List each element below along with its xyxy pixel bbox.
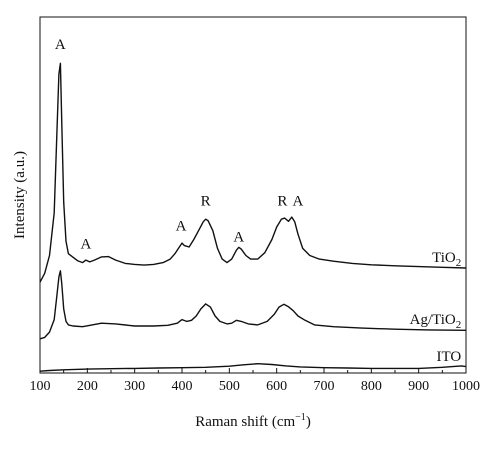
x-tick-label: 1000 — [452, 379, 480, 394]
peak-annotation: A — [176, 219, 187, 235]
x-tick-label: 200 — [77, 379, 98, 394]
peak-annotation: A — [233, 229, 244, 245]
x-tick-label: 500 — [219, 379, 240, 394]
x-axis-title: Raman shift (cm−1) — [195, 412, 311, 430]
series-label-2: ITO — [437, 349, 462, 365]
series-label-1: Ag/TiO2 — [410, 312, 462, 331]
x-axis-ticks: 100 200 300 400 500 600 700 800 900 1000 — [30, 368, 480, 394]
x-tick-label: 100 — [30, 379, 51, 394]
y-axis-title: Intensity (a.u.) — [12, 151, 28, 239]
series-label-0: TiO2 — [432, 250, 461, 269]
series-labels: TiO2 Ag/TiO2 ITO — [410, 250, 462, 365]
series-line-1 — [39, 270, 467, 340]
x-tick-label: 700 — [314, 379, 335, 394]
series-line-2 — [39, 363, 467, 372]
x-tick-label: 900 — [408, 379, 429, 394]
peak-annotation: R — [277, 194, 287, 210]
x-tick-label: 600 — [266, 379, 287, 394]
x-tick-label: 400 — [172, 379, 193, 394]
peak-annotation: A — [80, 236, 91, 252]
peak-annotation: R — [201, 194, 211, 210]
peak-annotation: A — [293, 194, 304, 210]
x-tick-label: 300 — [124, 379, 145, 394]
plot-frame — [39, 16, 467, 374]
series-line-0 — [39, 62, 467, 283]
x-tick-label: 800 — [361, 379, 382, 394]
peak-annotation: A — [55, 37, 66, 53]
series-lines — [39, 62, 467, 372]
